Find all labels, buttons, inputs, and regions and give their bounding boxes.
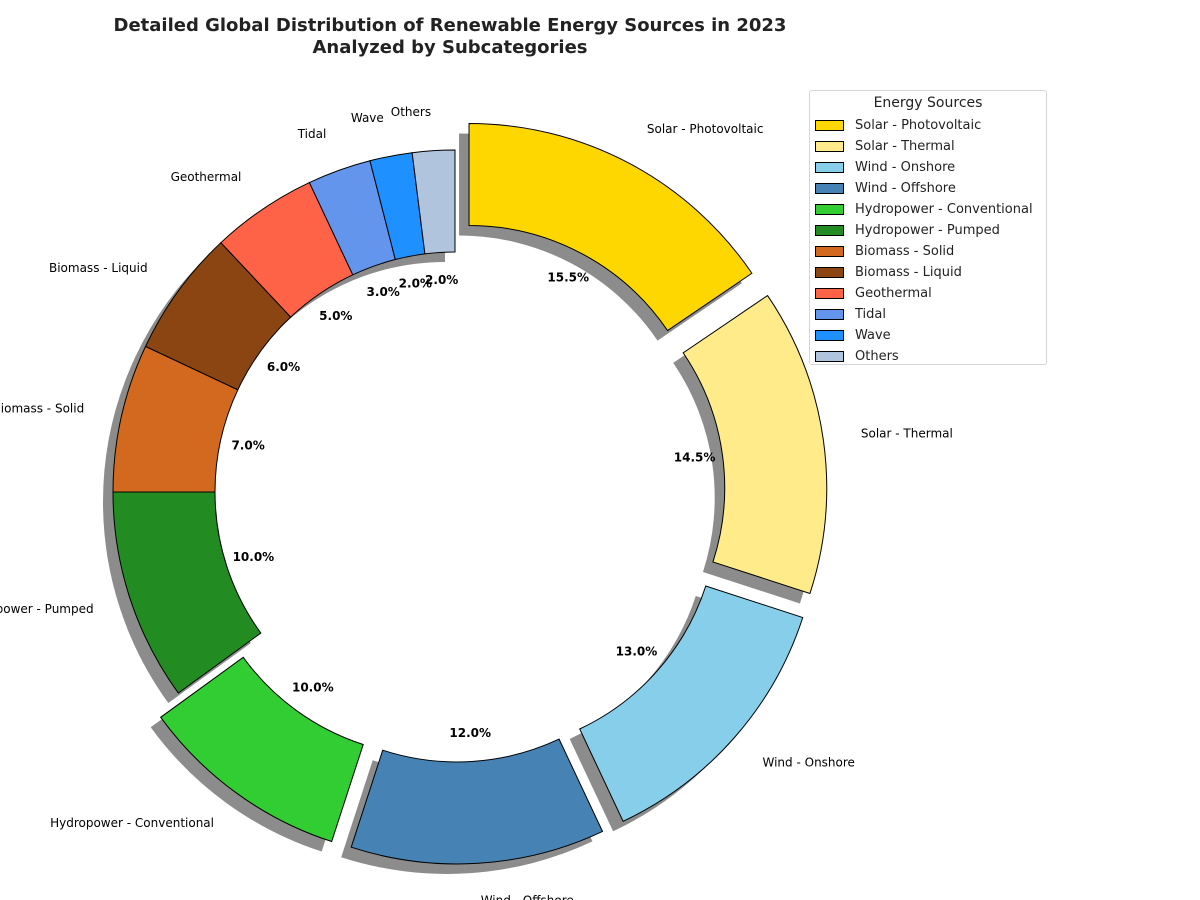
category-label-geothermal: Geothermal: [171, 170, 242, 184]
pct-label-others: 2.0%: [425, 273, 458, 287]
category-label-wind-offshore: Wind - Offshore: [481, 894, 574, 900]
legend-label-solar-photovoltaic: Solar - Photovoltaic: [855, 118, 982, 133]
category-label-biomass-liquid: Biomass - Liquid: [49, 261, 148, 275]
pct-label-wind-offshore: 12.0%: [449, 726, 491, 740]
category-label-biomass-solid: Biomass - Solid: [0, 402, 84, 416]
legend: Energy Sources Solar - Photovoltaic Solar…: [809, 90, 1047, 365]
pct-label-tidal: 3.0%: [367, 285, 400, 299]
legend-swatch-solar-photovoltaic: [815, 120, 844, 131]
legend-swatch-biomass-solid: [815, 246, 844, 257]
legend-swatch-others: [815, 351, 844, 362]
legend-label-hydropower-pumped: Hydropower - Pumped: [855, 223, 1000, 238]
category-label-tidal: Tidal: [297, 127, 327, 141]
legend-item-biomass-solid: Biomass - Solid: [810, 241, 1046, 262]
wedge-wind-offshore: [350, 738, 604, 865]
category-label-wave: Wave: [351, 111, 384, 125]
pct-label-biomass-liquid: 6.0%: [267, 360, 300, 374]
chart-title-line-1: Detailed Global Distribution of Renewabl…: [113, 15, 787, 36]
legend-item-solar-thermal: Solar - Thermal: [810, 136, 1046, 157]
legend-swatch-wind-offshore: [815, 183, 844, 194]
legend-item-biomass-liquid: Biomass - Liquid: [810, 262, 1046, 283]
pct-label-hydropower-pumped: 10.0%: [233, 550, 275, 564]
legend-label-wave: Wave: [855, 328, 891, 343]
legend-label-solar-thermal: Solar - Thermal: [855, 139, 955, 154]
legend-item-others: Others: [810, 346, 1046, 367]
legend-label-wind-onshore: Wind - Onshore: [855, 160, 956, 175]
legend-swatch-tidal: [815, 309, 844, 320]
pct-label-solar-thermal: 14.5%: [674, 450, 716, 464]
category-label-wind-onshore: Wind - Onshore: [763, 756, 855, 770]
legend-item-solar-photovoltaic: Solar - Photovoltaic: [810, 115, 1046, 136]
legend-swatch-geothermal: [815, 288, 844, 299]
legend-label-tidal: Tidal: [855, 307, 886, 322]
legend-swatch-hydropower-pumped: [815, 225, 844, 236]
pct-label-hydropower-conventional: 10.0%: [292, 680, 334, 694]
legend-swatch-hydropower-conventional: [815, 204, 844, 215]
pct-label-wave: 2.0%: [399, 276, 432, 290]
legend-item-hydropower-conventional: Hydropower - Conventional: [810, 199, 1046, 220]
legend-item-tidal: Tidal: [810, 304, 1046, 325]
pct-label-biomass-solid: 7.0%: [231, 438, 264, 452]
category-label-hydropower-pumped: Hydropower - Pumped: [0, 602, 94, 616]
legend-label-geothermal: Geothermal: [855, 286, 932, 301]
pct-label-solar-photovoltaic: 15.5%: [547, 271, 589, 285]
pct-label-geothermal: 5.0%: [319, 309, 352, 323]
legend-swatch-wind-onshore: [815, 162, 844, 173]
legend-label-hydropower-conventional: Hydropower - Conventional: [855, 202, 1033, 217]
wedge-solar-thermal: [682, 294, 828, 595]
label-layer: 15.5% Solar - Photovoltaic 14.5% Solar - Th…: [0, 105, 953, 900]
chart-title-line-2: Analyzed by Subcategories: [312, 37, 588, 58]
wedge-hydropower-conventional: [159, 656, 364, 843]
category-label-others: Others: [391, 105, 431, 119]
legend-label-wind-offshore: Wind - Offshore: [855, 181, 956, 196]
chart-title: Detailed Global Distribution of Renewabl…: [0, 15, 900, 59]
pct-label-wind-onshore: 13.0%: [616, 645, 658, 659]
legend-item-wind-offshore: Wind - Offshore: [810, 178, 1046, 199]
legend-item-wind-onshore: Wind - Onshore: [810, 157, 1046, 178]
legend-items: Solar - Photovoltaic Solar - Thermal Wind …: [810, 115, 1046, 367]
legend-item-wave: Wave: [810, 325, 1046, 346]
category-label-solar-thermal: Solar - Thermal: [861, 427, 953, 441]
wedge-wind-onshore: [579, 585, 804, 822]
wedge-others: [411, 149, 456, 255]
legend-label-biomass-solid: Biomass - Solid: [855, 244, 955, 259]
legend-item-hydropower-pumped: Hydropower - Pumped: [810, 220, 1046, 241]
wedge-layer: [112, 122, 828, 865]
legend-item-geothermal: Geothermal: [810, 283, 1046, 304]
legend-swatch-solar-thermal: [815, 141, 844, 152]
wedge-solar-photovoltaic: [468, 122, 753, 332]
category-label-hydropower-conventional: Hydropower - Conventional: [50, 816, 214, 830]
legend-label-others: Others: [855, 349, 899, 364]
legend-title: Energy Sources: [873, 95, 983, 111]
legend-label-biomass-liquid: Biomass - Liquid: [855, 265, 962, 280]
category-label-solar-photovoltaic: Solar - Photovoltaic: [647, 122, 764, 136]
legend-swatch-biomass-liquid: [815, 267, 844, 278]
legend-swatch-wave: [815, 330, 844, 341]
